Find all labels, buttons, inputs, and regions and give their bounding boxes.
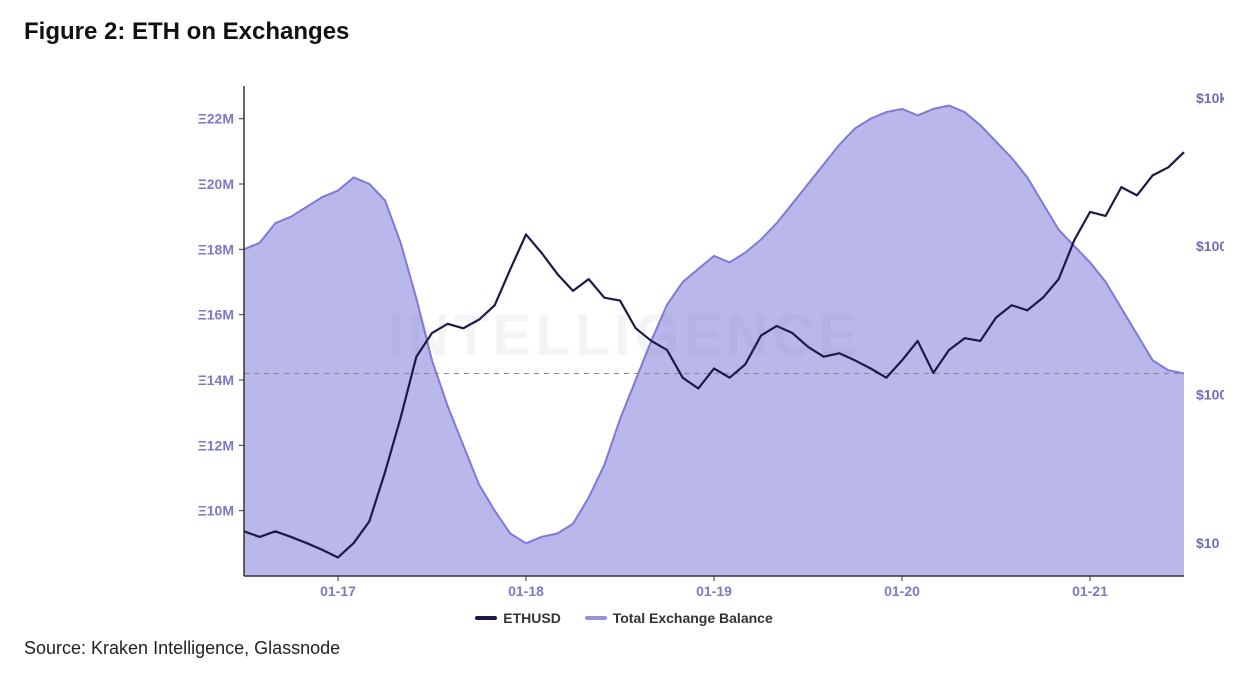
svg-text:01-18: 01-18 [508, 583, 544, 599]
legend-item-balance: Total Exchange Balance [585, 610, 773, 626]
svg-text:Ξ12M: Ξ12M [198, 437, 234, 453]
svg-text:Ξ22M: Ξ22M [198, 111, 234, 127]
svg-text:Ξ20M: Ξ20M [198, 176, 234, 192]
legend-item-ethusd: ETHUSD [475, 610, 561, 626]
chart-svg: Ξ10M Ξ12M Ξ14M Ξ16M Ξ18M Ξ20M Ξ22M $10 $100 $1000… [24, 56, 1224, 626]
svg-text:$1000: $1000 [1196, 238, 1224, 254]
legend-label-balance: Total Exchange Balance [613, 610, 773, 626]
svg-text:01-20: 01-20 [884, 583, 920, 599]
svg-text:$10: $10 [1196, 535, 1220, 551]
legend-label-ethusd: ETHUSD [503, 610, 561, 626]
chart-container: INTELLIGENCE Ξ10MΞ12MΞ14MΞ16MΞ18MΞ20MΞ22… [24, 56, 1224, 626]
figure-title: Figure 2: ETH on Exchanges [24, 18, 1232, 46]
svg-text:Ξ14M: Ξ14M [198, 372, 234, 388]
source-line: Source: Kraken Intelligence, Glassnode [24, 638, 1232, 659]
svg-text:$100: $100 [1196, 387, 1224, 403]
svg-text:01-17: 01-17 [320, 583, 356, 599]
svg-text:Ξ10M: Ξ10M [198, 503, 234, 519]
svg-text:$10k: $10k [1196, 90, 1224, 106]
svg-text:01-19: 01-19 [696, 583, 732, 599]
svg-text:01-21: 01-21 [1072, 583, 1108, 599]
legend: ETHUSD Total Exchange Balance [24, 607, 1224, 626]
svg-text:Ξ16M: Ξ16M [198, 307, 234, 323]
svg-text:Ξ18M: Ξ18M [198, 241, 234, 257]
legend-swatch-ethusd [475, 616, 497, 620]
legend-swatch-balance [585, 616, 607, 620]
